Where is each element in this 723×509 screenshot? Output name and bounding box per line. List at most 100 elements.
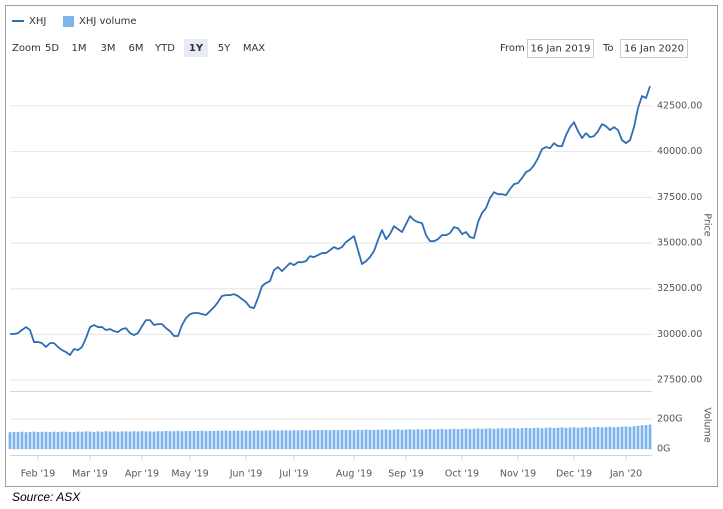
volume-bar <box>288 430 292 449</box>
volume-bar <box>520 428 524 449</box>
volume-bar <box>648 424 652 449</box>
volume-bar <box>348 429 352 449</box>
x-tick-label: Jan '20 <box>609 469 642 480</box>
x-tick-label: Nov '19 <box>500 469 536 480</box>
volume-bar <box>580 427 584 449</box>
volume-bar <box>152 431 156 449</box>
volume-bar <box>588 427 592 449</box>
range-button[interactable]: 1Y <box>189 43 204 54</box>
volume-bar <box>412 429 416 449</box>
volume-bar <box>112 431 116 449</box>
volume-bar <box>528 428 532 449</box>
volume-bar <box>356 429 360 449</box>
volume-bar <box>456 429 460 449</box>
volume-bar <box>28 431 32 449</box>
to-value[interactable]: 16 Jan 2020 <box>624 44 684 55</box>
volume-bar <box>140 431 144 449</box>
x-tick-label: Dec '19 <box>556 469 592 480</box>
volume-bar <box>552 428 556 449</box>
range-button[interactable]: 1M <box>72 43 87 54</box>
volume-bar <box>388 429 392 449</box>
volume-bar <box>36 432 40 449</box>
volume-bar <box>556 427 560 449</box>
x-tick-label: Feb '19 <box>21 469 56 480</box>
volume-bar <box>476 428 480 449</box>
volume-bar <box>100 431 104 449</box>
to-input[interactable] <box>620 39 688 58</box>
volume-bar <box>640 425 644 449</box>
volume-bar <box>484 428 488 449</box>
volume-bar <box>396 429 400 449</box>
volume-bar <box>428 429 432 449</box>
volume-bar <box>400 429 404 449</box>
volume-bar <box>372 429 376 449</box>
volume-bar <box>116 431 120 449</box>
volume-bar <box>296 430 300 449</box>
volume-bar <box>408 429 412 449</box>
x-tick-label: Jun '19 <box>229 469 263 480</box>
volume-bar <box>40 431 44 449</box>
volume-bar <box>496 428 500 449</box>
volume-bar <box>644 425 648 449</box>
price-line <box>10 85 651 356</box>
volume-bar <box>628 426 632 449</box>
volume-bar <box>508 428 512 449</box>
volume-bar <box>452 428 456 449</box>
y-tick-label: 40000.00 <box>657 146 702 157</box>
volume-bar <box>72 431 76 449</box>
range-button[interactable]: 5Y <box>218 43 231 54</box>
x-tick-label: Apr '19 <box>125 469 159 480</box>
volume-bar <box>200 430 204 449</box>
range-button[interactable]: YTD <box>154 43 175 54</box>
volume-bar <box>256 430 260 449</box>
volume-bar <box>340 429 344 449</box>
volume-bar <box>136 431 140 449</box>
range-button[interactable]: 3M <box>101 43 116 54</box>
volume-bar <box>384 429 388 449</box>
source-note: Source: ASX <box>12 490 81 504</box>
y-tick-label: 37500.00 <box>657 192 702 203</box>
range-button[interactable]: MAX <box>243 43 265 54</box>
volume-bar <box>268 430 272 449</box>
volume-bar <box>544 427 548 449</box>
volume-bar <box>220 430 224 449</box>
volume-bar <box>44 431 48 449</box>
volume-bar <box>276 430 280 449</box>
volume-bar <box>444 429 448 449</box>
x-tick-label: Oct '19 <box>445 469 479 480</box>
volume-bar <box>96 431 100 449</box>
from-value[interactable]: 16 Jan 2019 <box>531 44 591 55</box>
volume-bar <box>300 430 304 449</box>
y-tick-label: 30000.00 <box>657 329 702 340</box>
volume-bar <box>8 432 12 449</box>
x-tick-label: Sep '19 <box>388 469 424 480</box>
volume-bar <box>292 430 296 449</box>
legend-label[interactable]: XHJ <box>29 16 46 27</box>
volume-bar <box>500 428 504 449</box>
volume-bar <box>204 431 208 449</box>
legend-volume-icon <box>63 16 74 27</box>
volume-bar <box>244 430 248 449</box>
volume-bar <box>80 431 84 449</box>
volume-bar <box>568 427 572 449</box>
volume-bar <box>620 426 624 449</box>
volume-bar <box>392 429 396 449</box>
range-button[interactable]: 6M <box>129 43 144 54</box>
volume-bar <box>228 431 232 449</box>
volume-bar <box>60 431 64 449</box>
volume-bar <box>304 430 308 449</box>
volume-bar <box>308 430 312 449</box>
volume-bar <box>352 430 356 449</box>
volume-bar <box>536 427 540 449</box>
volume-bar <box>156 431 160 449</box>
volume-bar <box>144 431 148 449</box>
y-tick-label: 27500.00 <box>657 375 702 386</box>
range-button[interactable]: 5D <box>45 43 59 54</box>
volume-bar <box>24 432 28 449</box>
from-input[interactable] <box>527 39 594 58</box>
volume-bar <box>512 428 516 449</box>
legend-label[interactable]: XHJ volume <box>79 16 137 27</box>
volume-bar <box>376 429 380 449</box>
volume-bar <box>128 431 132 449</box>
to-label: To <box>602 43 614 54</box>
